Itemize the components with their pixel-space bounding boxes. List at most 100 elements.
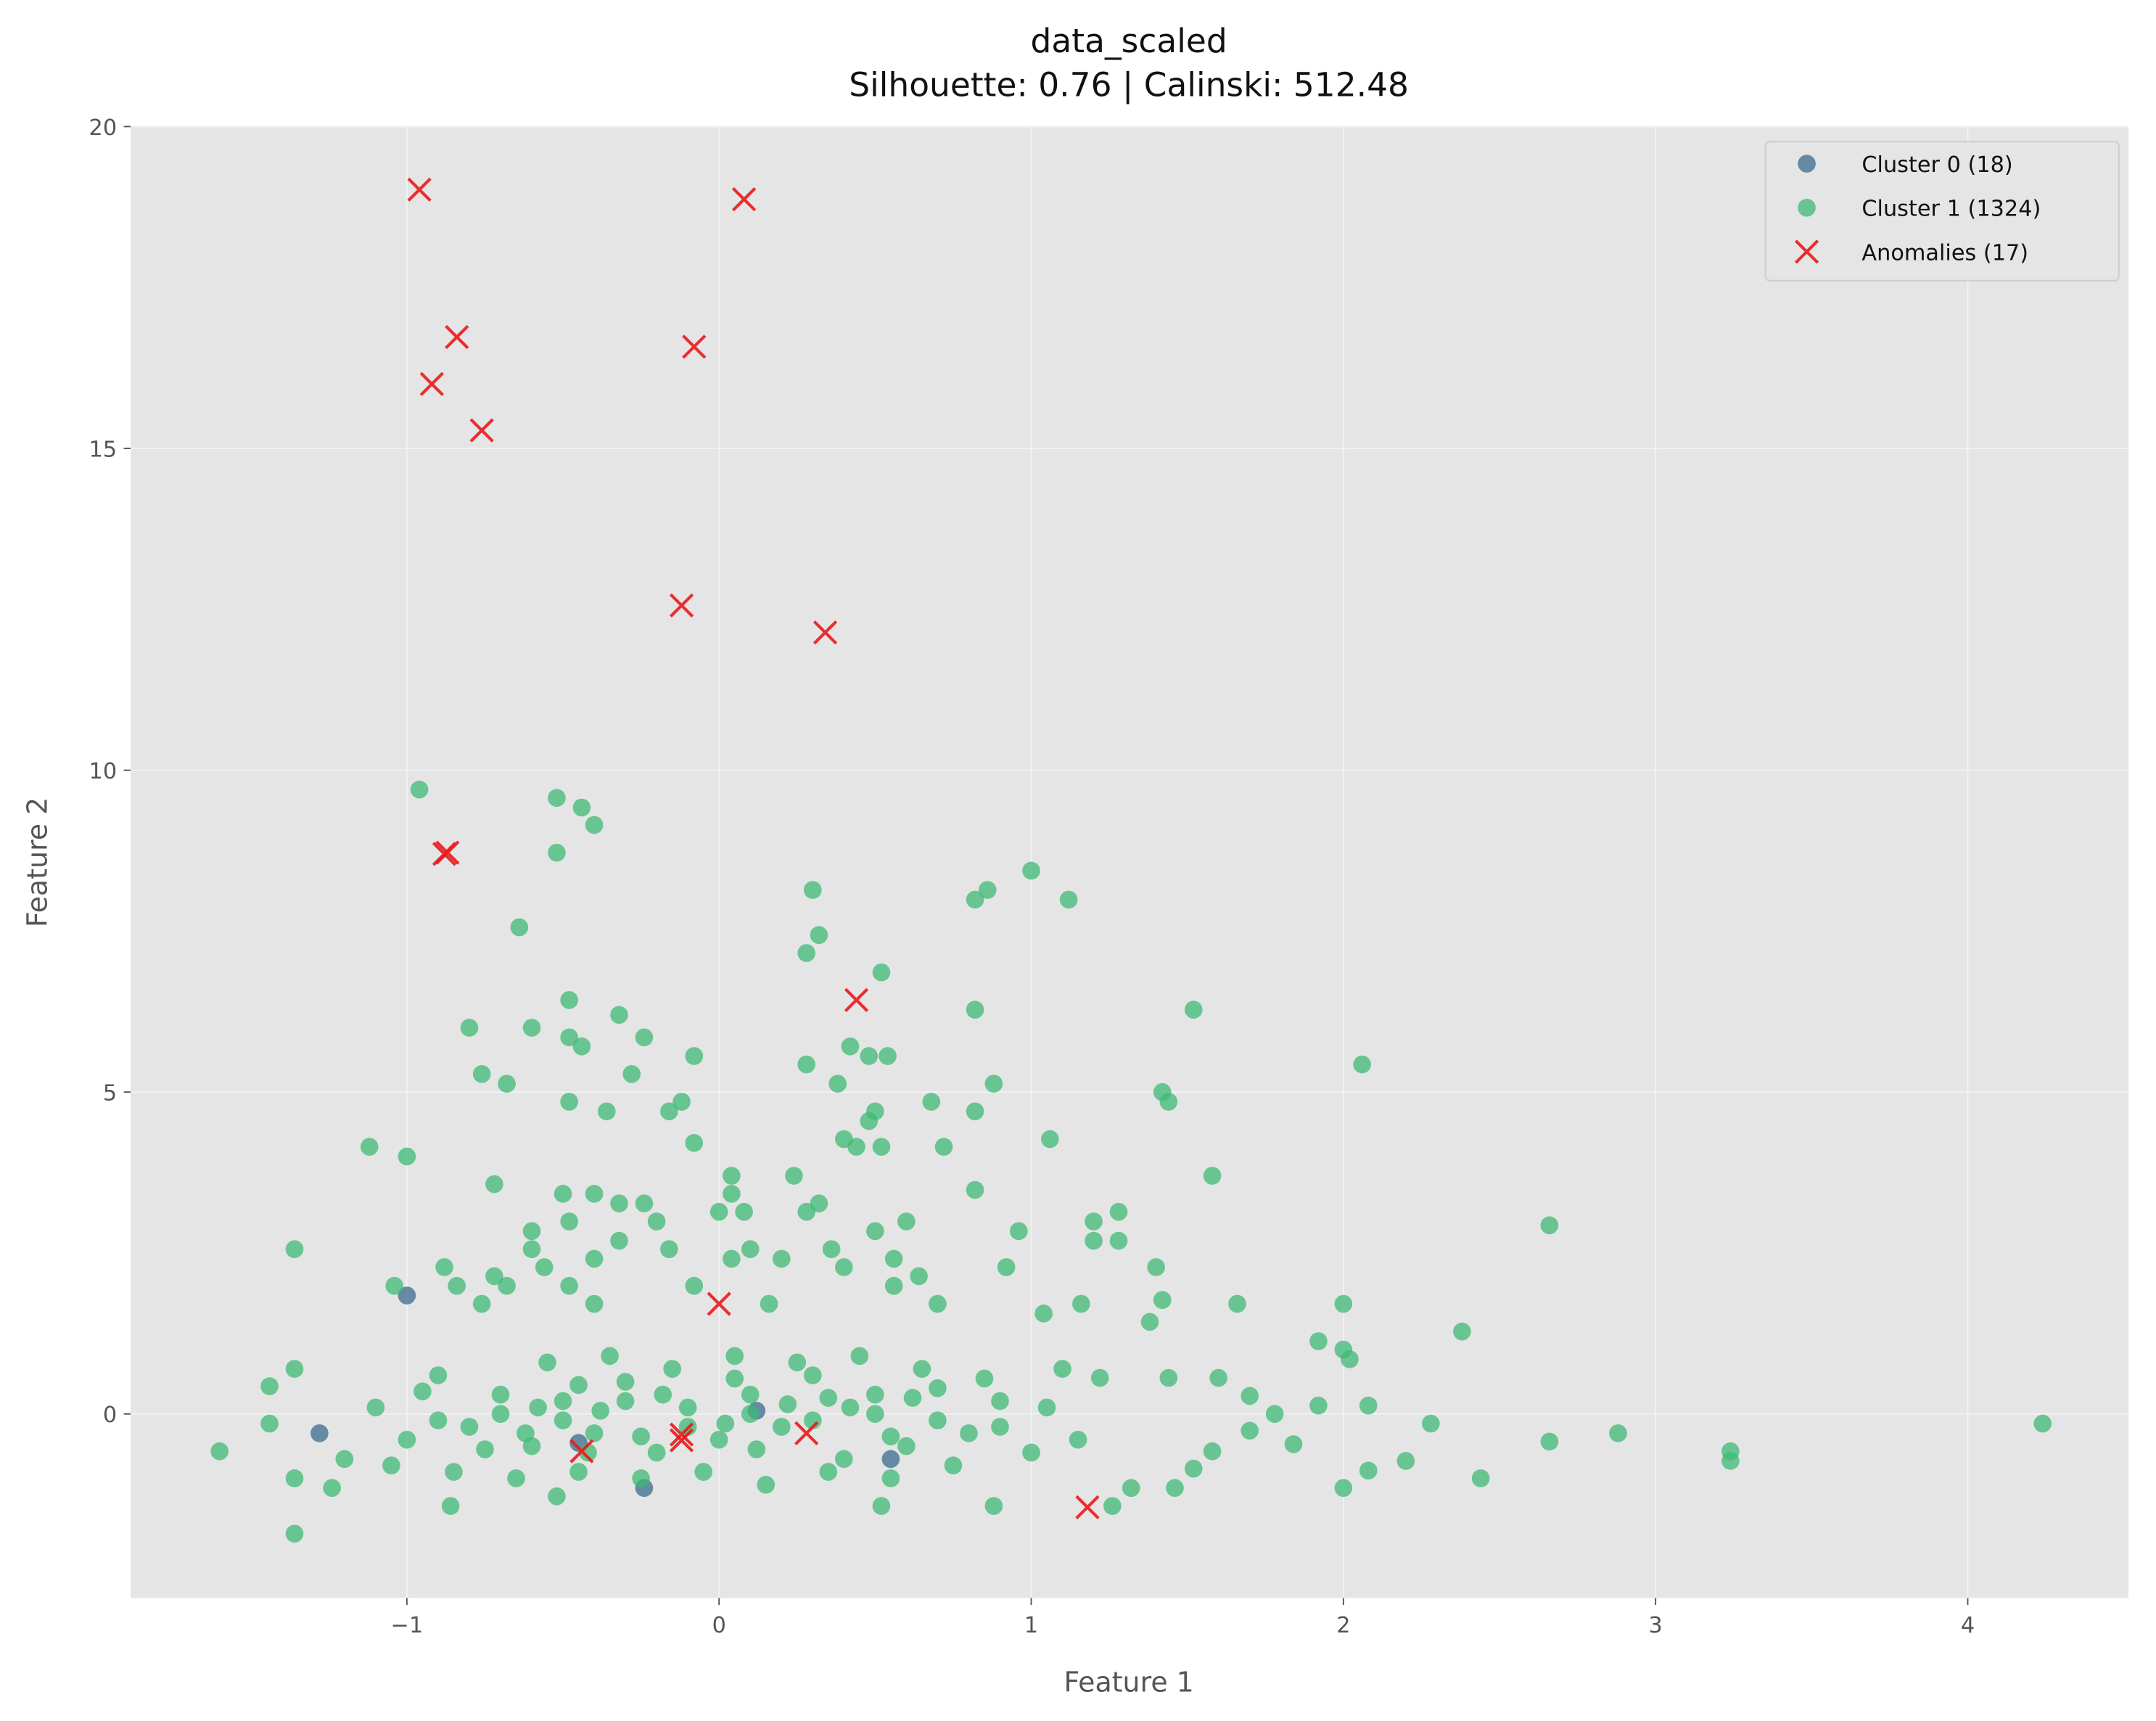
point	[1453, 1322, 1471, 1341]
point	[1284, 1435, 1303, 1453]
point	[441, 1497, 460, 1515]
point	[772, 1249, 791, 1268]
point	[1147, 1258, 1165, 1276]
point	[435, 1258, 453, 1276]
point	[1069, 1430, 1087, 1449]
point	[635, 1194, 654, 1212]
point	[398, 1286, 416, 1305]
point	[1721, 1452, 1740, 1470]
point	[413, 1382, 432, 1401]
point	[788, 1353, 807, 1372]
point	[1103, 1497, 1122, 1515]
anomaly-point	[669, 1422, 694, 1447]
point	[881, 1427, 900, 1446]
point	[2033, 1414, 2052, 1433]
point	[585, 1185, 604, 1203]
point	[1353, 1055, 1371, 1074]
y-tick-label: 15	[89, 437, 118, 462]
point	[1422, 1414, 1440, 1433]
point	[647, 1443, 666, 1462]
point	[448, 1276, 466, 1295]
point	[554, 1411, 572, 1429]
point	[866, 1222, 884, 1241]
legend-label: Cluster 0 (18)	[1861, 152, 2012, 178]
point	[922, 1093, 941, 1111]
point	[1009, 1222, 1028, 1241]
point	[884, 1249, 903, 1268]
point	[778, 1395, 797, 1413]
point	[757, 1476, 775, 1494]
point	[929, 1294, 947, 1313]
point	[1085, 1231, 1103, 1250]
point	[741, 1405, 760, 1424]
point	[694, 1463, 713, 1481]
point	[872, 1497, 891, 1515]
point	[285, 1524, 304, 1543]
point	[723, 1167, 741, 1185]
point	[803, 881, 822, 899]
point	[966, 1001, 984, 1019]
point	[635, 1028, 654, 1047]
point	[560, 1028, 578, 1047]
point	[741, 1385, 760, 1404]
point	[1309, 1332, 1328, 1350]
point	[660, 1240, 678, 1258]
point	[498, 1276, 516, 1295]
point	[472, 1065, 491, 1083]
legend-marker	[1794, 239, 1819, 264]
point	[975, 1369, 994, 1388]
point	[585, 1294, 604, 1313]
anomaly-point	[794, 1421, 819, 1446]
point	[385, 1276, 404, 1295]
point	[881, 1450, 900, 1469]
anomaly-point	[731, 187, 757, 212]
legend-label: Anomalies (17)	[1861, 240, 2028, 266]
point	[510, 918, 529, 937]
anomaly-point	[707, 1291, 731, 1316]
point	[828, 1075, 847, 1093]
point	[822, 1240, 841, 1258]
point	[847, 1138, 865, 1156]
point	[310, 1424, 329, 1442]
point	[445, 1463, 463, 1481]
point	[476, 1440, 494, 1458]
point	[460, 1019, 479, 1037]
point	[398, 1430, 416, 1449]
y-tick-label: 5	[103, 1081, 117, 1106]
point	[472, 1294, 491, 1313]
point	[841, 1398, 860, 1417]
point	[685, 1276, 704, 1295]
point	[616, 1373, 635, 1391]
point	[616, 1392, 635, 1410]
point	[210, 1442, 229, 1461]
point	[1159, 1368, 1178, 1387]
point	[984, 1497, 1003, 1515]
point	[560, 1212, 578, 1231]
point	[285, 1240, 304, 1258]
point	[1109, 1231, 1128, 1250]
point	[866, 1405, 884, 1424]
point	[860, 1112, 879, 1130]
legend-box	[1764, 141, 2120, 282]
point	[1034, 1305, 1053, 1323]
point	[819, 1389, 838, 1407]
point	[797, 1202, 816, 1221]
point	[522, 1019, 541, 1037]
point	[1228, 1294, 1246, 1313]
point	[735, 1202, 753, 1221]
point	[398, 1147, 416, 1166]
point	[841, 1037, 860, 1056]
point	[285, 1360, 304, 1378]
point	[897, 1212, 916, 1231]
point	[991, 1392, 1009, 1410]
point	[610, 1231, 628, 1250]
point	[429, 1411, 448, 1429]
anomaly-point	[445, 324, 469, 350]
point	[1037, 1398, 1056, 1417]
point	[803, 1366, 822, 1384]
point	[572, 1037, 591, 1056]
point	[560, 990, 578, 1009]
point	[772, 1418, 791, 1436]
point	[1059, 890, 1078, 909]
point	[498, 1075, 516, 1093]
